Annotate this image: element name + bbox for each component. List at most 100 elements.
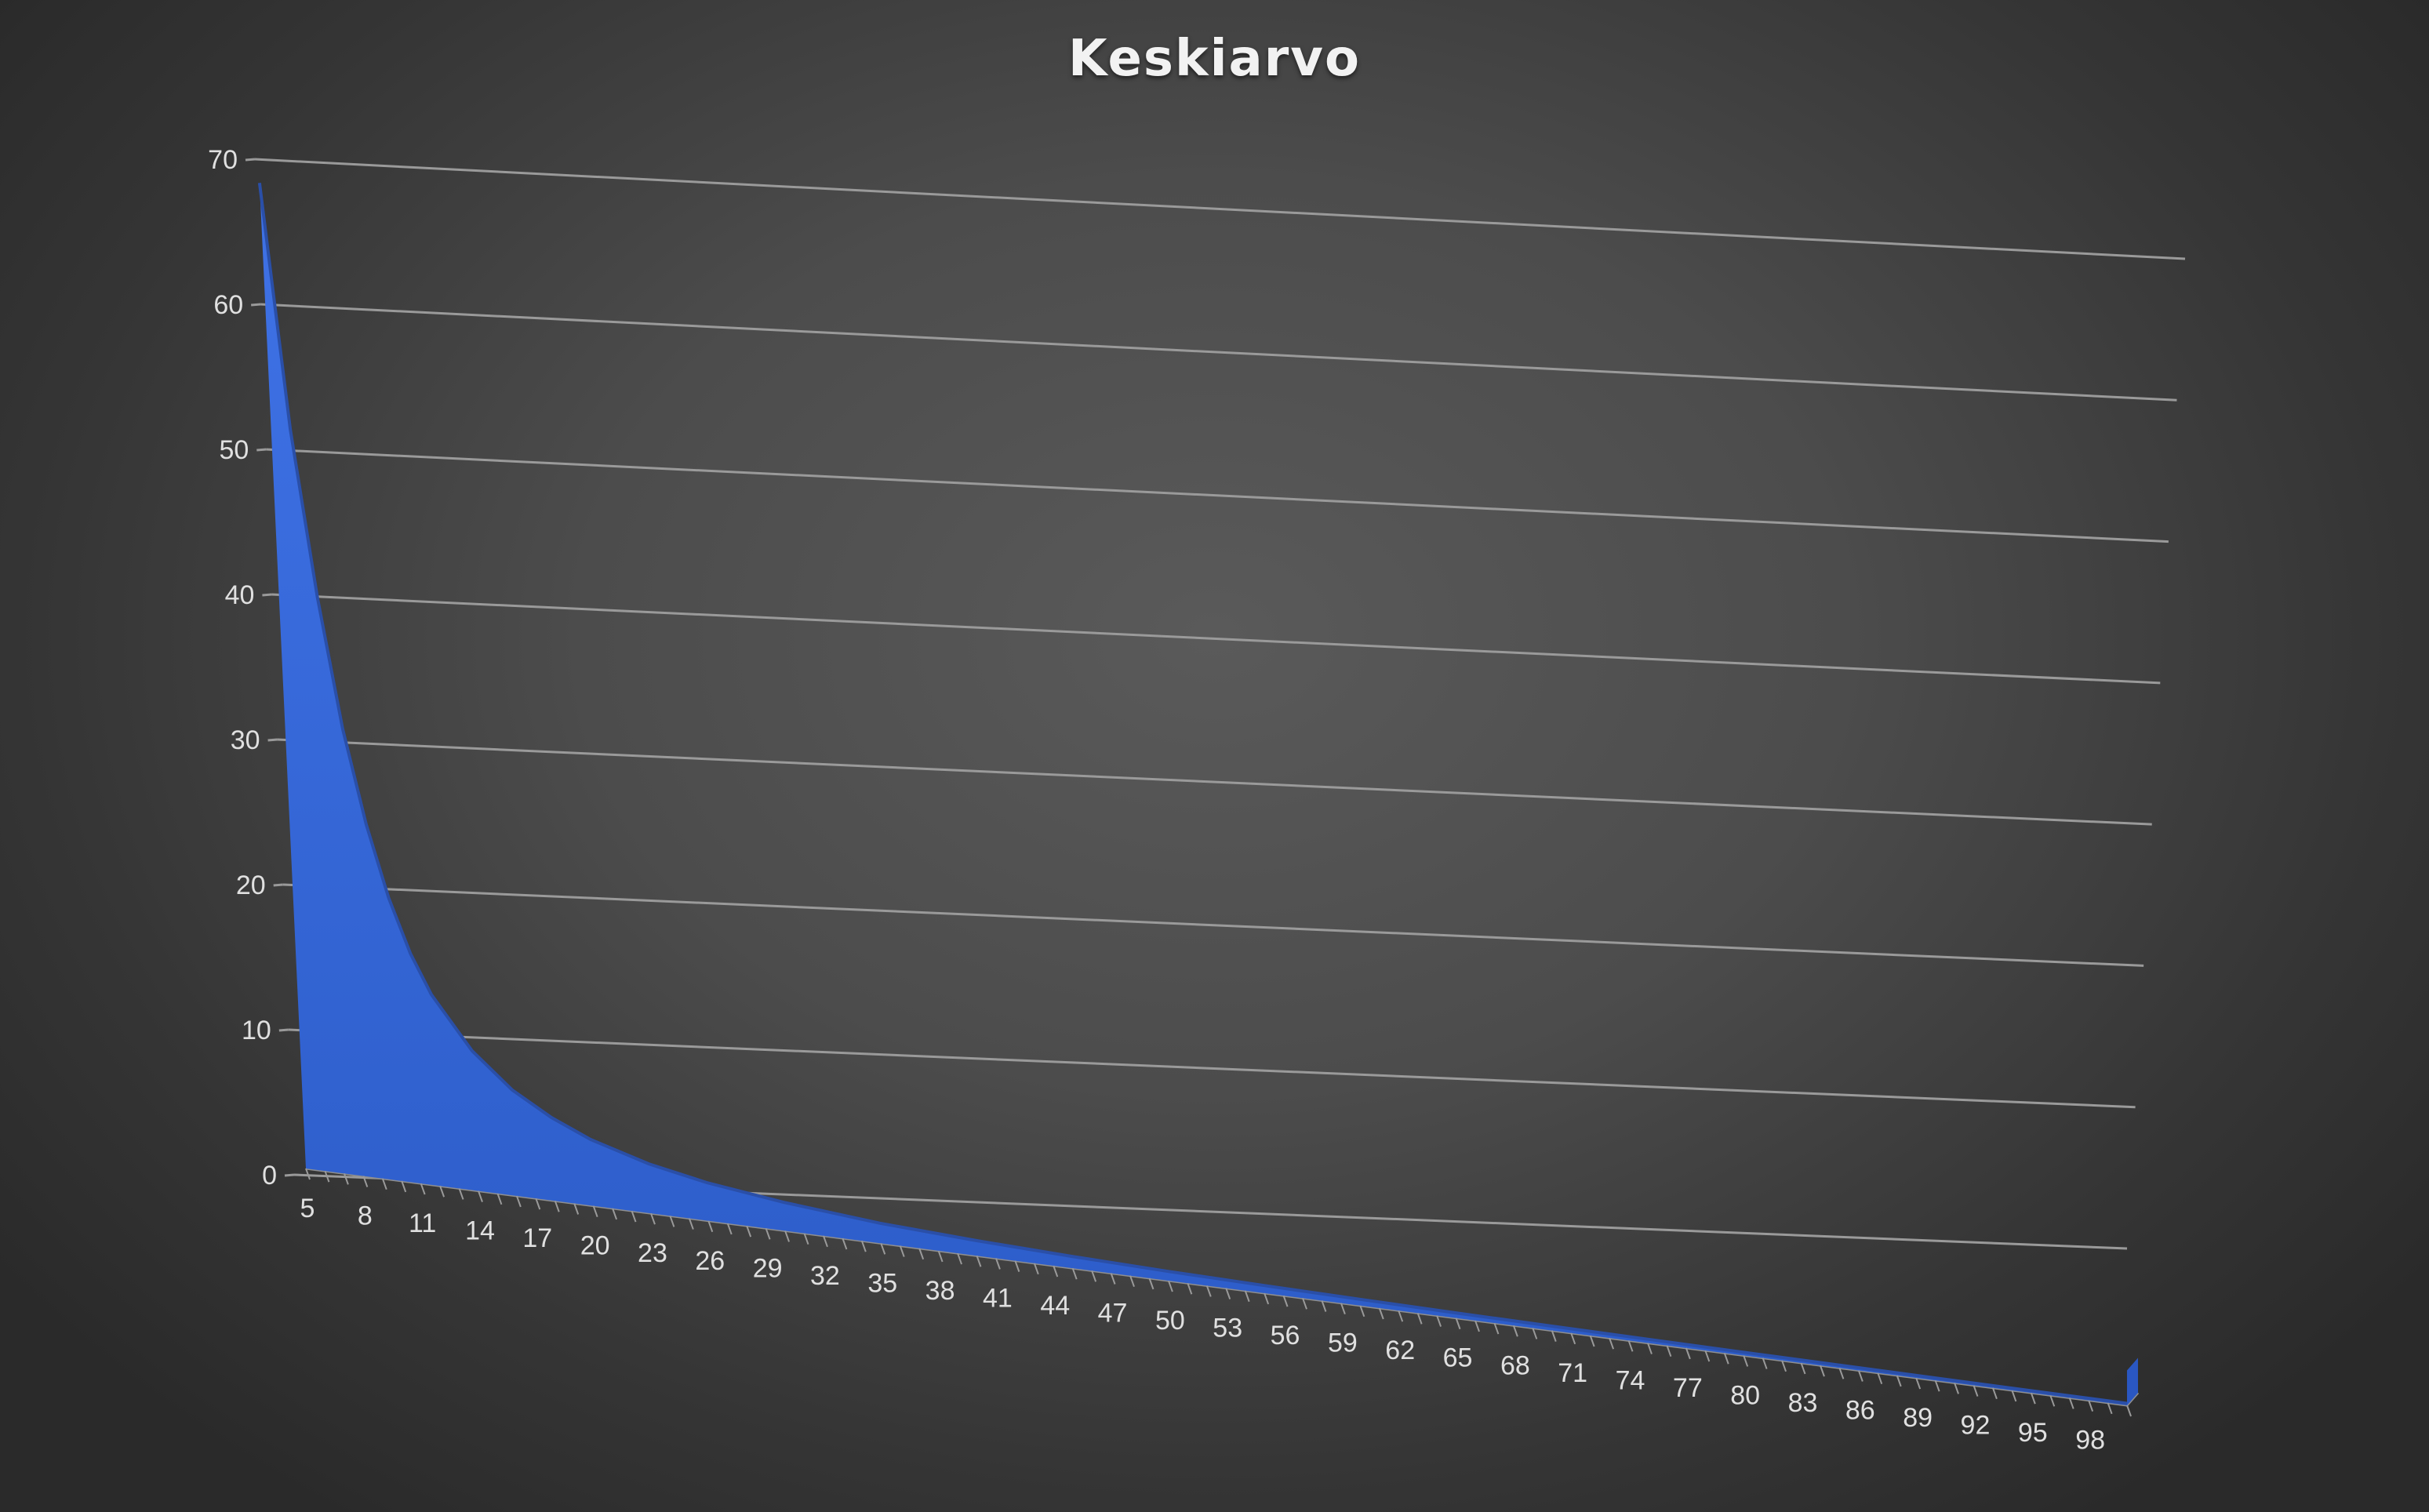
x-tick-mark [458,1188,464,1200]
x-tick-label: 26 [695,1246,725,1276]
x-tick-label: 65 [1443,1343,1473,1373]
x-tick-mark [1609,1337,1615,1350]
y-tick-label: 20 [236,870,266,900]
x-tick-mark [1378,1307,1384,1320]
x-tick-mark [1934,1379,1940,1392]
x-tick-mark [1666,1345,1672,1358]
y-tick-label: 30 [231,725,260,755]
x-tick-mark [1685,1347,1691,1360]
x-tick-mark [1857,1370,1864,1382]
x-tick-mark [2107,1402,2113,1415]
x-tick-mark [305,1168,311,1180]
x-tick-mark [1225,1288,1231,1299]
x-tick-mark [880,1243,886,1255]
area-series-0-side [2126,1358,2138,1405]
x-tick-mark [1800,1362,1806,1375]
x-tick-mark [899,1245,905,1257]
x-tick-mark [535,1198,541,1210]
x-tick-label: 32 [810,1261,840,1291]
x-tick-mark [1340,1303,1346,1314]
x-tick-mark [1973,1385,1979,1397]
gridline-70 [254,158,2186,260]
x-tick-label: 47 [1098,1299,1128,1328]
x-tick-label: 77 [1673,1373,1703,1403]
x-tick-mark [957,1252,962,1265]
x-tick-mark [324,1170,330,1183]
x-tick-mark [784,1230,790,1242]
x-tick-mark [496,1193,503,1205]
x-tick-mark [343,1173,349,1185]
x-tick-mark [362,1176,369,1187]
x-tick-label: 92 [1961,1411,1991,1441]
x-tick-mark [1359,1305,1365,1318]
chart-title: Keskiarvo [1068,30,1361,88]
y-tick-mark [256,448,267,452]
x-tick-mark [1148,1278,1155,1290]
x-tick-label: 35 [867,1268,897,1298]
x-tick-label: 38 [925,1276,955,1306]
x-tick-mark [1129,1275,1135,1288]
x-tick-mark [2030,1392,2036,1405]
x-tick-mark [726,1223,733,1235]
y-tick-label: 10 [242,1016,271,1045]
x-tick-mark [1915,1377,1922,1390]
x-tick-label: 53 [1213,1314,1242,1343]
x-tick-mark [669,1216,675,1227]
x-tick-label: 83 [1788,1388,1818,1418]
x-tick-label: 95 [2018,1418,2048,1448]
x-tick-mark [688,1218,694,1230]
x-tick-label: 8 [358,1201,373,1231]
x-tick-label: 20 [580,1231,610,1261]
x-tick-mark [2011,1390,2017,1402]
x-tick-mark [1704,1350,1711,1362]
x-tick-mark [631,1210,637,1223]
x-tick-mark [1416,1313,1423,1325]
x-tick-label: 14 [465,1216,495,1246]
x-tick-mark [1167,1280,1173,1292]
x-tick-mark [803,1233,809,1245]
x-tick-mark [1589,1335,1595,1347]
x-tick-mark [439,1185,445,1198]
x-tick-mark [1071,1267,1078,1280]
x-tick-mark [1512,1325,1518,1337]
x-tick-mark [592,1205,598,1218]
x-tick-mark [1302,1297,1307,1310]
x-tick-mark [1723,1352,1729,1365]
x-tick-mark [1205,1285,1212,1297]
y-tick-mark [284,1173,295,1177]
x-tick-mark [765,1227,771,1240]
x-tick-mark [612,1208,618,1220]
x-tick-mark [1187,1282,1193,1295]
x-tick-mark [2049,1394,2056,1407]
x-tick-mark [420,1183,426,1195]
y-tick-mark [245,158,256,162]
x-tick-mark [1474,1320,1480,1332]
x-tick-mark [1991,1387,1998,1400]
y-tick-label: 60 [213,290,243,320]
x-tick-mark [381,1178,387,1190]
x-tick-label: 59 [1328,1328,1358,1358]
x-tick-mark [650,1212,656,1225]
x-tick-mark [1264,1292,1270,1305]
y-tick-label: 50 [219,435,249,465]
x-tick-mark [746,1225,752,1238]
x-tick-mark [1033,1263,1039,1275]
x-tick-mark [1091,1270,1097,1282]
x-tick-mark [1627,1340,1634,1352]
x-tick-label: 56 [1271,1321,1300,1350]
x-tick-mark [1896,1375,1902,1387]
x-tick-label: 71 [1558,1358,1587,1388]
y-tick-label: 70 [208,145,238,175]
gridline-50 [266,448,2169,543]
area-series-0 [259,183,2128,1406]
x-tick-mark [1244,1290,1250,1303]
x-tick-label: 11 [409,1209,436,1238]
x-tick-label: 86 [1845,1395,1875,1425]
gridline-20 [282,883,2144,967]
gridline-40 [271,593,2161,685]
x-tick-mark [1570,1332,1576,1345]
x-tick-mark [1014,1260,1020,1272]
x-tick-label: 23 [638,1238,667,1268]
